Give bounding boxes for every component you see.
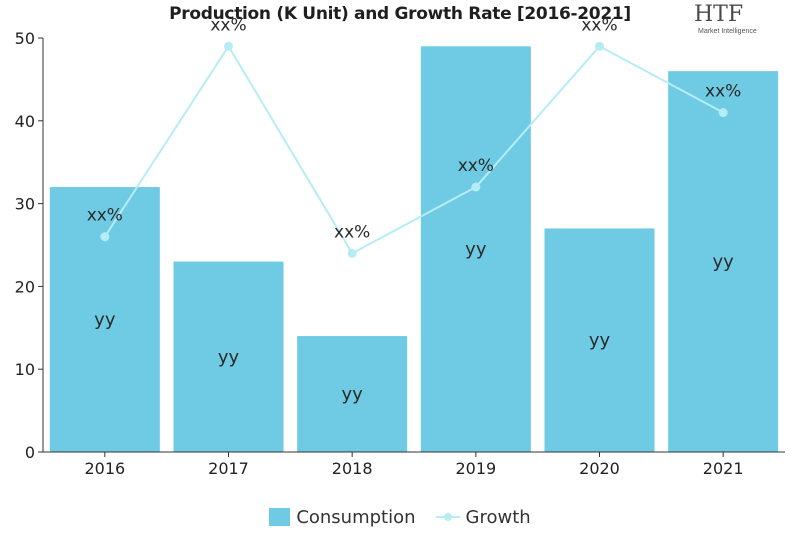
- logo-main-text: HTF: [694, 2, 744, 27]
- htf-logo: HTF Market Intelligence: [694, 2, 784, 40]
- legend: Consumption Growth: [0, 503, 800, 531]
- x-tick-label: 2017: [208, 459, 249, 478]
- growth-point-2021: [718, 108, 728, 118]
- axes-group: 0 10 20 30 40 50 2016 2017 2018 2019 2020 2021: [15, 29, 785, 478]
- legend-swatch-growth: [435, 508, 460, 526]
- y-tick-label: 20: [15, 277, 35, 296]
- bar-2021: [668, 71, 779, 453]
- bar-data-label: yy: [342, 384, 364, 405]
- bar-2019: [420, 46, 531, 452]
- x-tick-label: 2018: [332, 459, 373, 478]
- logo-sub-text: Market Intelligence: [698, 28, 757, 35]
- bar-2017: [173, 261, 284, 452]
- x-tick-label: 2019: [455, 459, 496, 478]
- y-tick-label: 0: [25, 443, 35, 462]
- growth-line-group: [100, 41, 728, 258]
- growth-data-label: xx%: [210, 15, 246, 35]
- legend-label-growth: Growth: [465, 506, 531, 528]
- growth-line: [103, 44, 724, 255]
- chart-title: Production (K Unit) and Growth Rate [201…: [169, 4, 631, 24]
- bar-2018: [297, 336, 408, 452]
- growth-point-2019: [471, 182, 481, 192]
- x-tick-label: 2021: [703, 459, 744, 478]
- bar-2016: [49, 187, 160, 453]
- y-tick-label: 30: [15, 195, 35, 214]
- legend-label-consumption: Consumption: [296, 506, 416, 528]
- growth-data-label: xx%: [334, 222, 370, 242]
- bar-data-label: yy: [589, 330, 611, 351]
- growth-data-label: xx%: [581, 15, 617, 35]
- bar-2020: [544, 228, 655, 452]
- legend-item-growth[interactable]: Growth: [435, 506, 531, 528]
- x-tick-label: 2020: [579, 459, 620, 478]
- legend-item-consumption[interactable]: Consumption: [269, 506, 416, 528]
- growth-data-label: xx%: [458, 156, 494, 176]
- bar-data-label: yy: [465, 239, 487, 260]
- growth-point-2017: [224, 41, 233, 51]
- bar-data-label: yy: [713, 252, 735, 273]
- y-tick-label: 50: [15, 29, 35, 48]
- x-tick-label: 2016: [84, 459, 125, 478]
- y-tick-label: 10: [15, 360, 35, 379]
- legend-swatch-consumption: [269, 508, 291, 526]
- bars-group: [49, 46, 779, 453]
- growth-point-2016: [100, 232, 110, 242]
- labels-group: yy yy yy yy yy yy xx% xx% xx% xx% xx% xx%: [87, 15, 742, 405]
- y-tick-label: 40: [15, 112, 35, 131]
- growth-data-label: xx%: [87, 206, 123, 226]
- growth-point-2020: [595, 41, 604, 51]
- bar-data-label: yy: [218, 347, 240, 368]
- growth-data-label: xx%: [705, 82, 741, 102]
- growth-point-2018: [347, 248, 357, 258]
- bar-data-label: yy: [94, 310, 116, 331]
